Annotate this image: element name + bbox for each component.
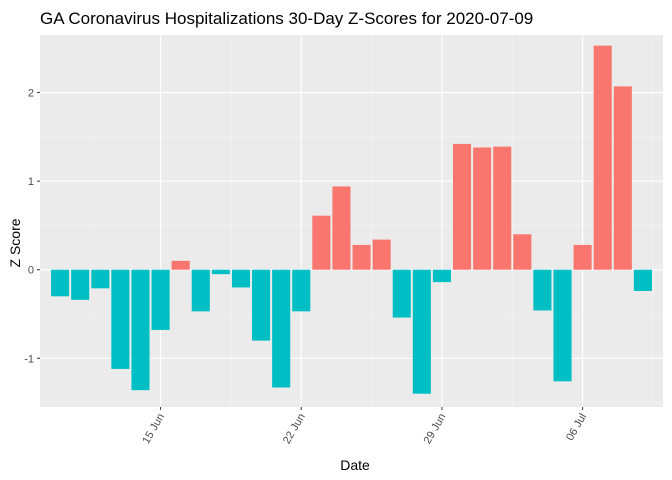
bar: [432, 269, 451, 283]
y-tick-label: -1: [24, 353, 34, 365]
bar: [493, 146, 512, 270]
bar: [111, 269, 130, 369]
bar: [71, 269, 90, 300]
x-axis: 15 Jun 22 Jun 29 Jun 06 Jul: [140, 407, 589, 446]
x-tick-label: 29 Jun: [422, 412, 449, 447]
bar: [51, 269, 70, 297]
bar: [452, 143, 472, 270]
bar: [191, 269, 210, 312]
bar: [473, 147, 492, 270]
bar: [352, 244, 371, 270]
bar: [392, 269, 411, 318]
bar: [372, 239, 391, 270]
bar: [211, 269, 230, 275]
bar: [593, 45, 612, 270]
bars: [51, 45, 652, 394]
bar: [513, 234, 532, 270]
bar: [332, 186, 351, 270]
x-axis-title: Date: [340, 457, 370, 473]
y-tick-label: 2: [28, 88, 34, 100]
bar: [171, 260, 190, 270]
bar: [252, 269, 271, 341]
chart-title: GA Coronavirus Hospitalizations 30-Day Z…: [40, 9, 533, 28]
x-tick-label: 22 Jun: [281, 412, 308, 447]
bar: [272, 269, 291, 388]
bar: [553, 269, 572, 382]
bar: [91, 269, 110, 289]
bar: [573, 244, 592, 270]
bar: [312, 215, 331, 270]
y-axis-title: Z Score: [7, 218, 23, 267]
bar: [231, 269, 251, 288]
bar: [292, 269, 311, 312]
bar: [151, 269, 170, 330]
y-tick-label: 1: [28, 176, 34, 188]
x-tick-label: 15 Jun: [140, 412, 167, 447]
bar: [131, 269, 150, 391]
y-axis: -1 0 1 2: [24, 88, 40, 365]
x-tick-label: 06 Jul: [564, 412, 589, 443]
bar: [633, 269, 652, 291]
bar: [613, 86, 632, 270]
bar: [533, 269, 552, 311]
bar: [412, 269, 431, 394]
y-tick-label: 0: [28, 265, 34, 277]
